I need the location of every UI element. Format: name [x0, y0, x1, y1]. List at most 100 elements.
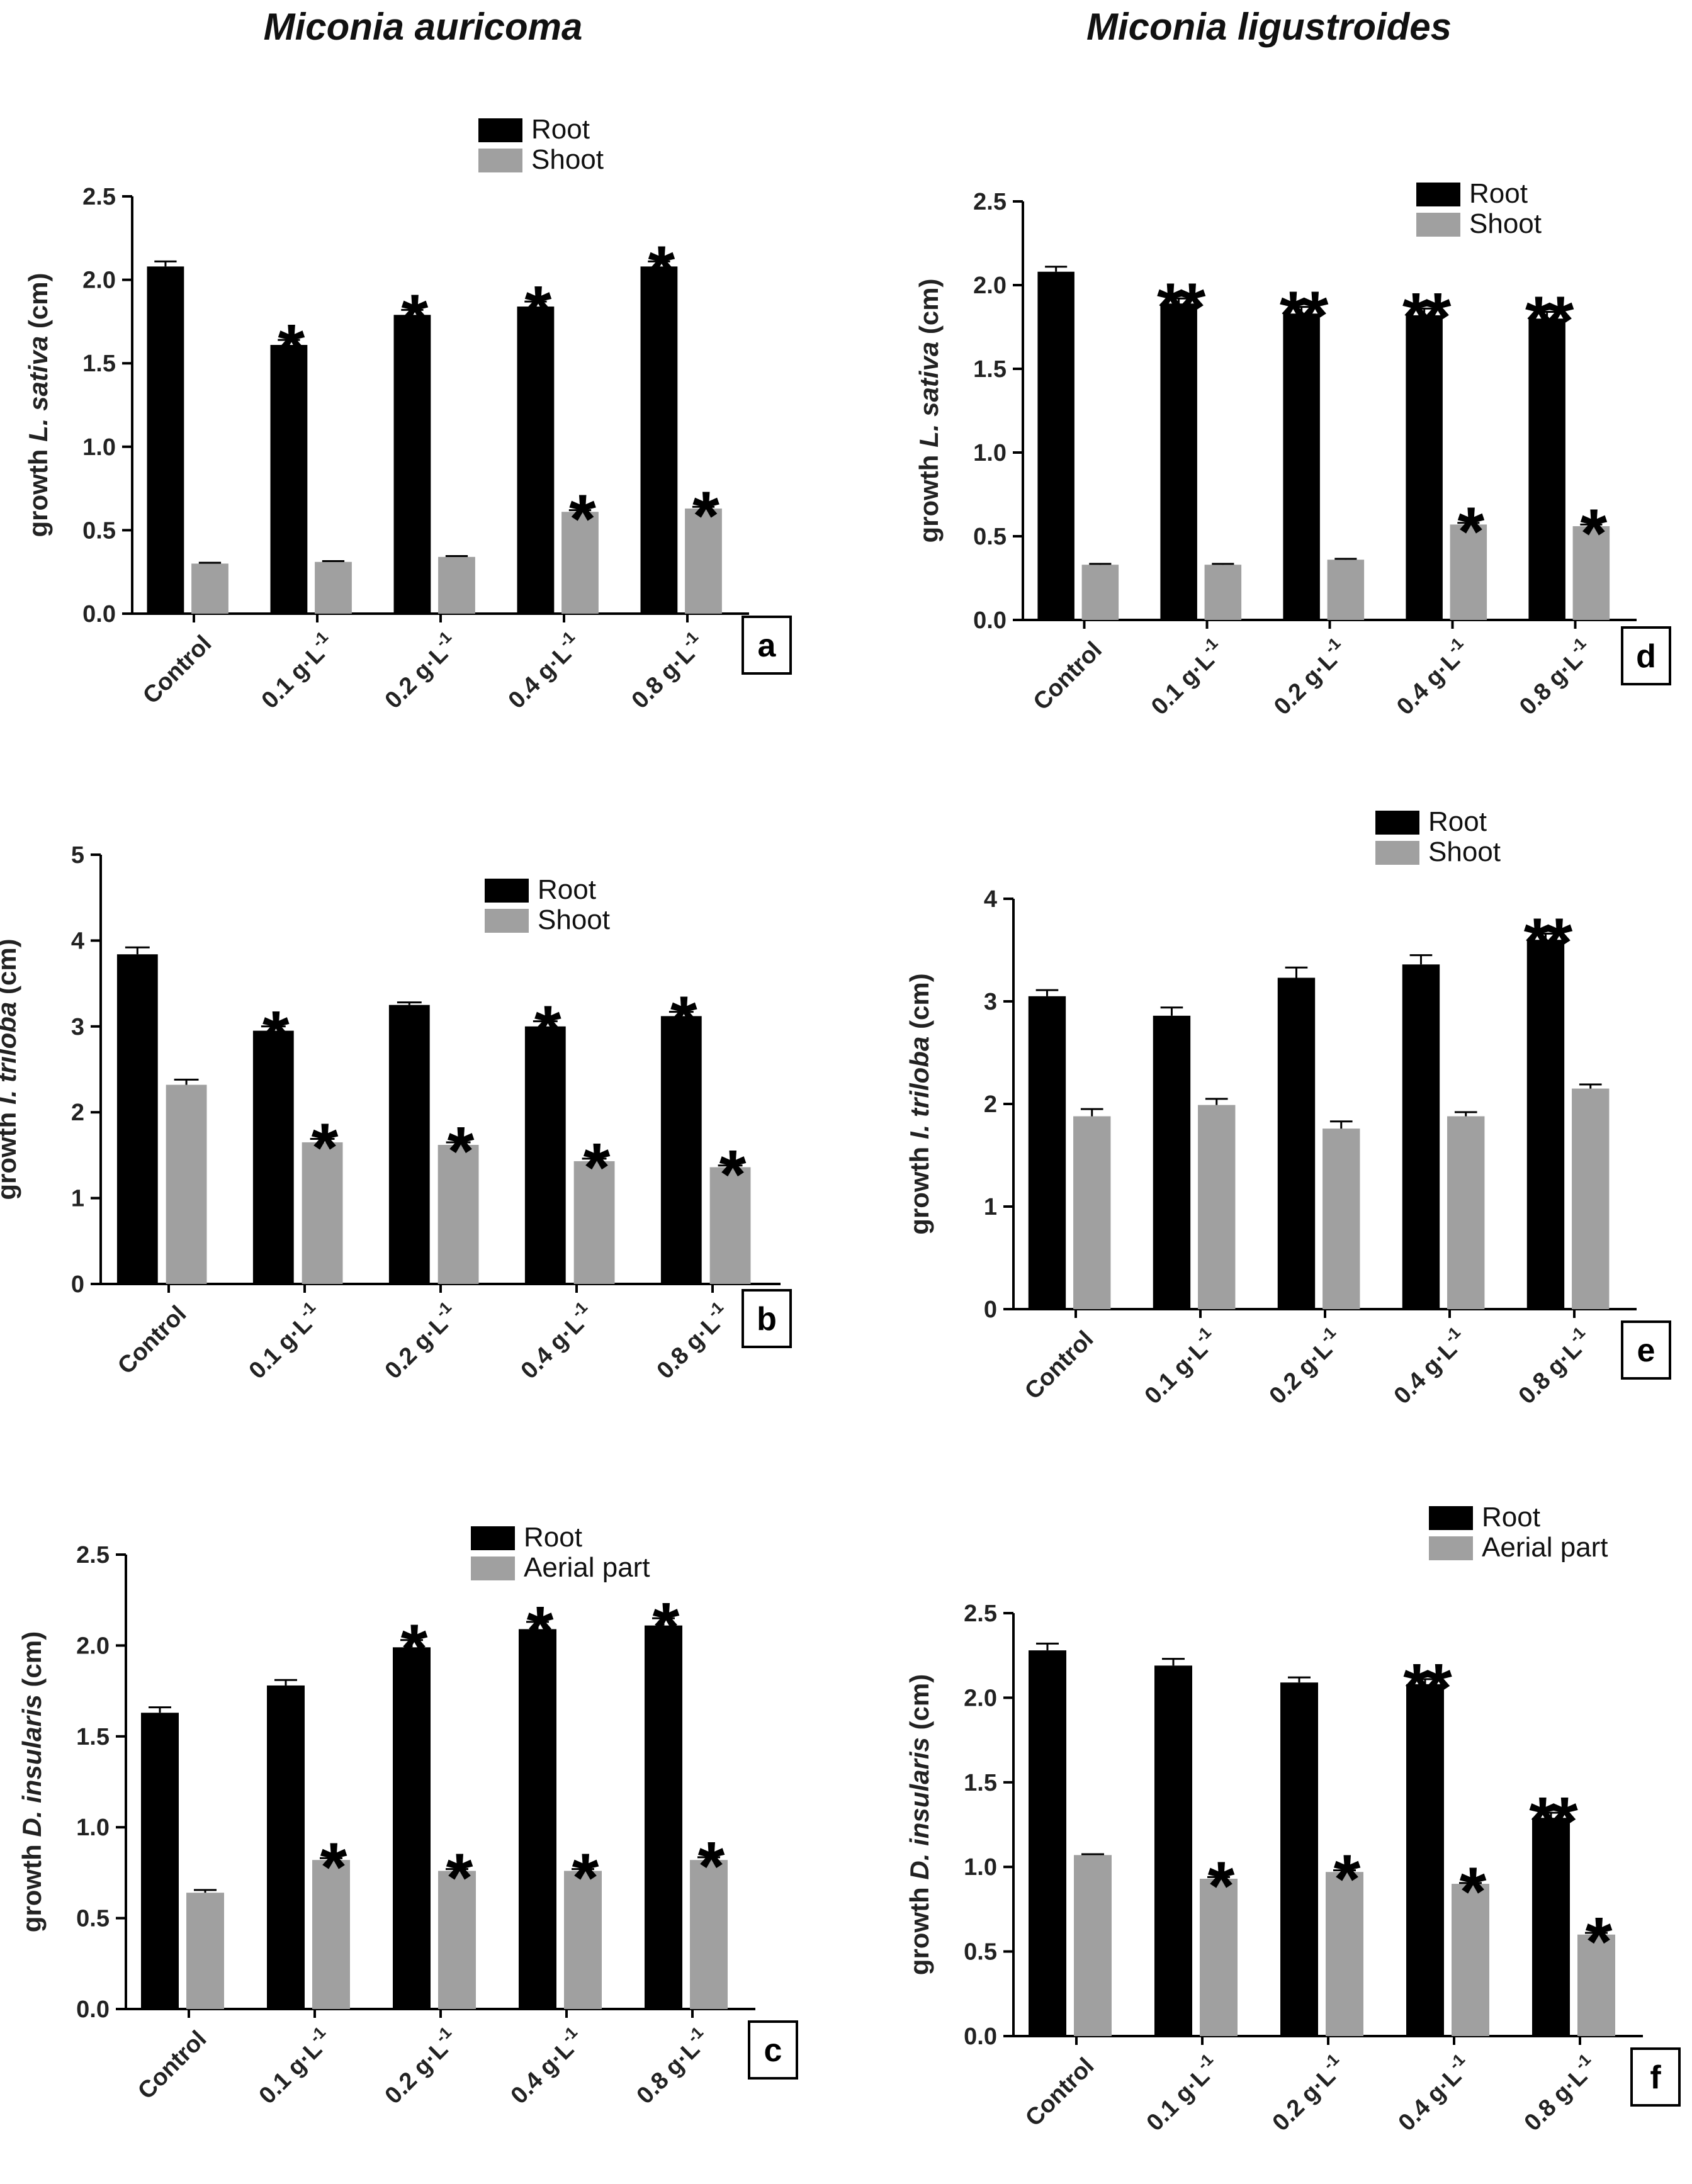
- bar-shoot: [191, 563, 228, 614]
- y-tick-label: 0.0: [973, 607, 1007, 634]
- bar-shoot: [1081, 565, 1119, 620]
- y-axis-label-suffix: (cm): [0, 938, 21, 1001]
- x-tick-label-text: Control: [1029, 637, 1107, 716]
- bar-shoot: [1323, 1129, 1360, 1309]
- x-tick-label-text: 0.8 g·L: [652, 1311, 725, 1384]
- legend-swatch: [1375, 811, 1419, 835]
- y-axis-label-species: D. insularis: [905, 1737, 934, 1879]
- x-tick-label-text: 0.1 g·L: [1140, 1336, 1213, 1409]
- y-axis-label-prefix: growth: [905, 1880, 934, 1976]
- legend-label: Root: [1482, 1502, 1540, 1533]
- bar-root: [1402, 964, 1440, 1309]
- y-axis-label-suffix: (cm): [905, 1674, 934, 1737]
- x-tick-label: 0.4 g·L-1: [1386, 1323, 1473, 1410]
- significance-mark: **: [1157, 269, 1206, 346]
- y-axis-label-prefix: growth: [0, 1105, 21, 1200]
- y-axis-label: growth L. sativa (cm): [23, 273, 53, 537]
- bar-root: [1153, 1015, 1191, 1309]
- x-tick-label: Control: [1020, 2053, 1099, 2132]
- x-tick-label: 0.1 g·L-1: [1137, 1323, 1224, 1410]
- panel-label: d: [1636, 638, 1656, 675]
- y-axis-label-species: I. triloba: [905, 1037, 934, 1139]
- legend-swatch: [485, 909, 529, 933]
- legend-label: Shoot: [1428, 836, 1501, 867]
- x-tick-label: 0.1 g·L-1: [1139, 2050, 1226, 2137]
- legend-label: Root: [1428, 806, 1487, 837]
- x-tick-label: 0.8 g·L-1: [1511, 634, 1598, 721]
- bar-aerial-part: [186, 1893, 224, 2009]
- panel-label-box: [748, 2020, 798, 2080]
- x-tick-label: 0.4 g·L-1: [503, 2023, 590, 2110]
- y-tick-label: 1.5: [973, 356, 1007, 383]
- y-tick-label: 1.5: [964, 1770, 997, 1796]
- x-tick-label-text: Control: [1020, 2053, 1099, 2132]
- column-title-right: Miconia ligustroides: [1086, 6, 1452, 48]
- panel-label-box: [742, 1289, 792, 1348]
- y-tick-label: 0.0: [82, 601, 116, 628]
- y-tick-label: 1.0: [82, 434, 116, 461]
- bar-root: [660, 1016, 702, 1284]
- x-tick-label: 0.8 g·L-1: [1516, 2050, 1603, 2137]
- bar-root: [640, 266, 678, 614]
- x-tick-label-text: 0.4 g·L: [1394, 2063, 1467, 2136]
- bar-root: [1280, 1682, 1318, 2036]
- bar-aerial-part: [1452, 1884, 1489, 2036]
- y-tick-label: 5: [71, 842, 84, 869]
- y-axis-label-suffix: (cm): [23, 273, 53, 335]
- bar-root: [116, 954, 158, 1284]
- bar-shoot: [166, 1084, 207, 1284]
- y-tick-label: 2: [71, 1100, 84, 1126]
- column-title-left: Miconia auricoma: [263, 6, 583, 48]
- y-tick-label: 0.5: [964, 1939, 997, 1966]
- legend-label: Aerial part: [524, 1552, 650, 1583]
- x-tick-label-text: Control: [113, 1301, 191, 1380]
- y-tick-label: 4: [71, 928, 84, 954]
- bar-aerial-part: [690, 1860, 728, 2009]
- y-axis-label: growth I. triloba (cm): [905, 973, 934, 1234]
- y-tick-label: 0: [71, 1271, 84, 1298]
- x-tick-label: 0.2 g·L-1: [1261, 1323, 1348, 1410]
- bar-root: [1028, 996, 1066, 1309]
- x-tick-label-text: 0.4 g·L: [506, 2036, 579, 2109]
- y-tick-label: 2.0: [82, 267, 116, 294]
- legend-swatch: [478, 149, 522, 172]
- bar-aerial-part: [1074, 1855, 1112, 2036]
- bar-shoot: [302, 1142, 343, 1284]
- x-tick-label: 0.2 g·L-1: [377, 628, 464, 714]
- bar-shoot: [1327, 560, 1365, 620]
- bar-root: [524, 1026, 566, 1284]
- legend-label: Root: [524, 1522, 582, 1553]
- x-tick-label-text: 0.4 g·L: [1392, 647, 1465, 720]
- bar-shoot: [1572, 1088, 1610, 1309]
- x-tick-label-text: 0.1 g·L: [257, 641, 330, 714]
- legend-swatch: [1429, 1506, 1473, 1530]
- legend-label: Root: [1469, 178, 1528, 209]
- y-tick-label: 0.5: [82, 517, 116, 544]
- chart-panel-d: 0.0 0.5 1.0 1.5 2.0 2.5 growth L. sativa (cm) C…: [914, 178, 1671, 721]
- bar-root: [1029, 1650, 1066, 2036]
- y-tick-label: 1.0: [76, 1815, 110, 1841]
- x-tick-label: 0.1 g·L-1: [251, 2023, 338, 2110]
- x-tick-label-text: 0.2 g·L: [1269, 647, 1342, 720]
- significance-mark: **: [1403, 1650, 1452, 1727]
- x-tick-label-text: Control: [138, 631, 217, 709]
- y-axis-label-suffix: (cm): [914, 278, 944, 341]
- panel-label: f: [1650, 2059, 1661, 2096]
- bar-root: [1283, 313, 1320, 620]
- x-tick-label-text: 0.1 g·L: [244, 1311, 317, 1384]
- bar-shoot: [437, 1145, 479, 1284]
- significance-mark: **: [1529, 1783, 1578, 1860]
- bar-root: [1037, 271, 1074, 621]
- bar-root: [1154, 1665, 1192, 2036]
- panel-label-box: [1630, 2047, 1681, 2107]
- bar-shoot: [1572, 526, 1610, 620]
- y-axis-label-prefix: growth: [905, 1139, 934, 1235]
- bar-root: [252, 1030, 294, 1284]
- legend-label: Shoot: [531, 144, 604, 175]
- legend-swatch: [1429, 1536, 1473, 1560]
- bar-aerial-part: [1326, 1872, 1363, 2036]
- x-tick-label: 0.8 g·L-1: [624, 628, 711, 714]
- legend-swatch: [478, 118, 522, 142]
- bar-aerial-part: [438, 1871, 476, 2009]
- y-tick-label: 1.5: [82, 351, 116, 377]
